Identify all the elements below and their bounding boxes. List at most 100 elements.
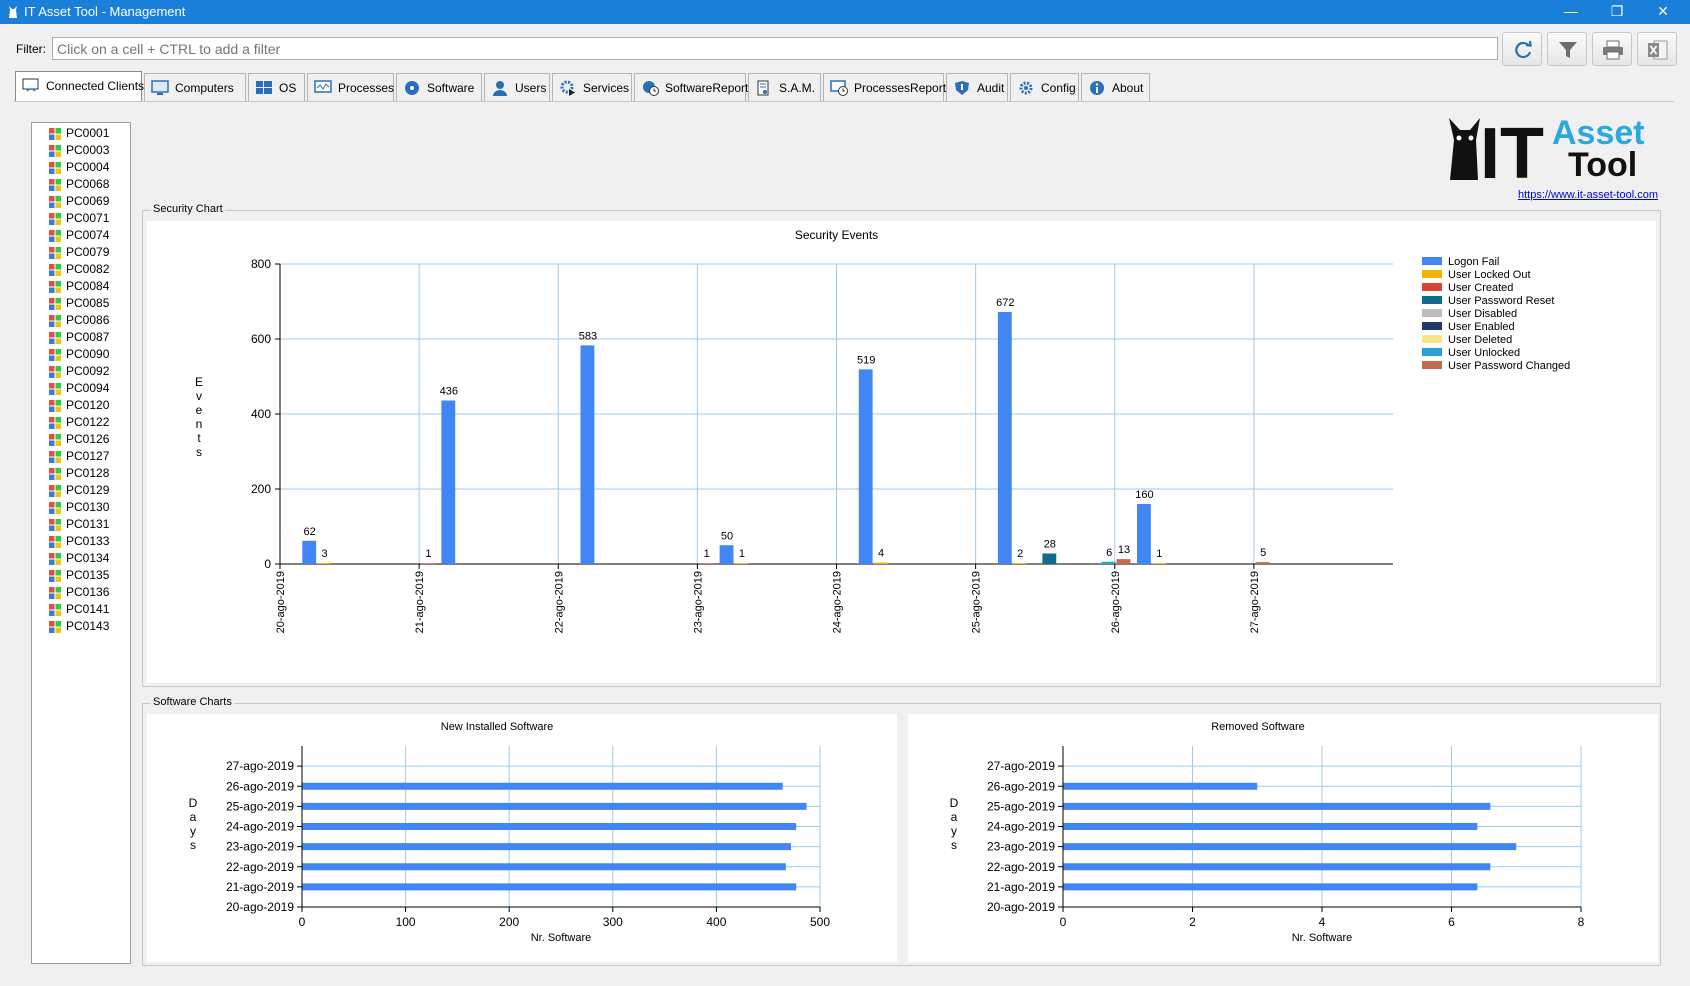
client-label: PC0090	[66, 347, 110, 361]
monitor-clock-icon	[830, 80, 848, 96]
bar	[317, 562, 331, 564]
tab-software[interactable]: Software	[396, 73, 482, 101]
x-axis-label: Nr. Software	[1292, 932, 1353, 944]
website-link[interactable]: https://www.it-asset-tool.com	[1518, 189, 1658, 201]
client-label: PC0129	[66, 483, 110, 497]
chart-title: New Installed Software	[441, 721, 554, 733]
x-tick-label: 200	[499, 915, 519, 929]
data-label: 5	[1260, 547, 1266, 559]
data-label: 1	[704, 548, 710, 560]
legend-label: User Enabled	[1448, 321, 1515, 333]
chart-title: Removed Software	[1211, 721, 1305, 733]
tab-divider	[14, 101, 1674, 102]
data-label: 6	[1106, 547, 1112, 559]
client-label: PC0134	[66, 551, 110, 565]
client-label: PC0143	[66, 619, 110, 633]
refresh-button[interactable]	[1502, 32, 1542, 66]
legend-label: User Password Reset	[1448, 295, 1554, 307]
windows-flag-icon	[49, 213, 61, 225]
excel-icon	[1648, 40, 1668, 60]
funnel-icon	[1559, 42, 1577, 58]
tab-config[interactable]: Config	[1010, 73, 1079, 101]
bar	[302, 802, 807, 810]
monitor-icon	[151, 80, 169, 95]
y-tick-label: 600	[251, 332, 271, 346]
tab-about[interactable]: About	[1081, 73, 1150, 101]
windows-flag-icon	[49, 281, 61, 293]
x-tick-label: 27-ago-2019	[1249, 571, 1261, 633]
export-excel-button[interactable]	[1637, 32, 1677, 66]
gear-play-icon	[560, 80, 575, 96]
bar	[1042, 553, 1057, 564]
filter-button[interactable]	[1547, 32, 1587, 66]
legend-label: User Disabled	[1448, 308, 1517, 320]
bar	[1255, 562, 1270, 564]
user-icon	[493, 81, 507, 96]
windows-flag-icon	[49, 621, 61, 633]
tab-os[interactable]: OS	[248, 73, 305, 101]
legend-swatch	[1422, 322, 1442, 330]
y-tick-label: 400	[251, 407, 271, 421]
x-tick-label: 6	[1448, 915, 1455, 929]
windows-flag-icon	[49, 434, 61, 446]
client-label: PC0130	[66, 500, 110, 514]
gear-icon	[1019, 81, 1033, 95]
bar	[302, 823, 797, 830]
legend-label: User Deleted	[1448, 334, 1512, 346]
client-label: PC0071	[66, 211, 110, 225]
data-label: 28	[1044, 539, 1056, 551]
y-tick-label: 24-ago-2019	[226, 820, 294, 834]
bar	[719, 545, 734, 564]
bar	[873, 562, 888, 564]
bar	[302, 540, 317, 564]
y-tick-label: 200	[251, 482, 271, 496]
client-label: PC0084	[66, 279, 110, 293]
legend-label: User Unlocked	[1448, 347, 1520, 359]
tab-users[interactable]: Users	[484, 73, 550, 101]
restore-button[interactable]: ❐	[1610, 3, 1624, 19]
bar	[441, 400, 456, 564]
filter-input[interactable]	[52, 37, 1498, 60]
tab-services[interactable]: Services	[552, 73, 632, 101]
windows-flag-icon	[49, 451, 61, 463]
tab-connected-clients[interactable]: Connected Clients	[15, 71, 144, 101]
legend-swatch	[1422, 348, 1442, 356]
y-tick-label: 22-ago-2019	[226, 860, 294, 874]
bar	[1151, 563, 1166, 564]
client-label: PC0127	[66, 449, 110, 463]
client-label: PC0086	[66, 313, 110, 327]
y-tick-label: 21-ago-2019	[987, 880, 1055, 894]
windows-flag-icon	[49, 485, 61, 497]
close-button[interactable]: ✕	[1657, 3, 1669, 19]
tab-softwarereport[interactable]: SoftwareReport	[634, 73, 748, 101]
bar	[1063, 802, 1491, 810]
client-label: PC0068	[66, 177, 110, 191]
bar	[1137, 504, 1151, 564]
chart-title: Security Events	[795, 228, 878, 242]
security-events-chart: Security Events E v e n t s 0 200 400 600 800 20-ago…	[195, 228, 1570, 633]
client-list[interactable]: PC0001 PC0003 PC0004 PC0068 PC0069 PC0071 PC00…	[31, 122, 131, 964]
x-tick-label: 4	[1319, 915, 1326, 929]
tab-processes[interactable]: Processes	[307, 73, 394, 101]
data-label: 3	[321, 548, 327, 560]
svg-text:IT: IT	[1480, 114, 1544, 188]
client-label: PC0003	[66, 143, 110, 157]
y-tick-label: 26-ago-2019	[226, 779, 294, 793]
tab-processesreport[interactable]: ProcessesReport	[823, 73, 946, 101]
y-tick-label: 0	[264, 557, 271, 571]
windows-flag-icon	[49, 587, 61, 599]
y-tick-label: 25-ago-2019	[987, 799, 1055, 813]
tab-sam[interactable]: S.A.M.	[748, 73, 821, 101]
filter-label: Filter:	[16, 42, 46, 56]
print-button[interactable]	[1592, 32, 1632, 66]
tab-computers[interactable]: Computers	[144, 73, 246, 101]
windows-flag-icon	[49, 468, 61, 480]
client-label: PC0122	[66, 415, 110, 429]
bar	[699, 563, 714, 564]
minimize-button[interactable]: —	[1564, 3, 1578, 19]
windows-flag-icon	[49, 162, 61, 174]
tab-audit[interactable]: Audit	[946, 73, 1008, 101]
